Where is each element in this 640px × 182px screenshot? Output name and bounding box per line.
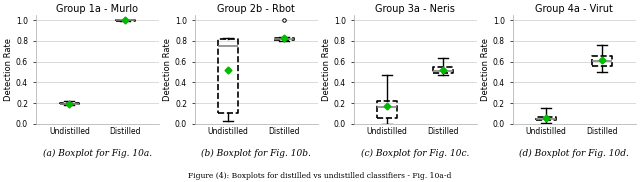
Y-axis label: Detection Rate: Detection Rate <box>481 38 490 101</box>
Text: (c) Boxplot for Fig. 10c.: (c) Boxplot for Fig. 10c. <box>361 149 469 158</box>
Title: Group 2b - Rbot: Group 2b - Rbot <box>218 4 295 14</box>
Y-axis label: Detection Rate: Detection Rate <box>163 38 172 101</box>
Text: (b) Boxplot for Fig. 10b.: (b) Boxplot for Fig. 10b. <box>202 149 311 158</box>
Y-axis label: Detection Rate: Detection Rate <box>4 38 13 101</box>
Title: Group 4a - Virut: Group 4a - Virut <box>535 4 613 14</box>
Text: (d) Boxplot for Fig. 10d.: (d) Boxplot for Fig. 10d. <box>519 149 629 158</box>
Y-axis label: Detection Rate: Detection Rate <box>322 38 331 101</box>
Text: (a) Boxplot for Fig. 10a.: (a) Boxplot for Fig. 10a. <box>43 149 152 158</box>
Title: Group 1a - Murlo: Group 1a - Murlo <box>56 4 138 14</box>
Title: Group 3a - Neris: Group 3a - Neris <box>375 4 455 14</box>
Text: Figure (4): Boxplots for distilled vs undistilled classifiers - Fig. 10a-d: Figure (4): Boxplots for distilled vs un… <box>188 172 452 180</box>
